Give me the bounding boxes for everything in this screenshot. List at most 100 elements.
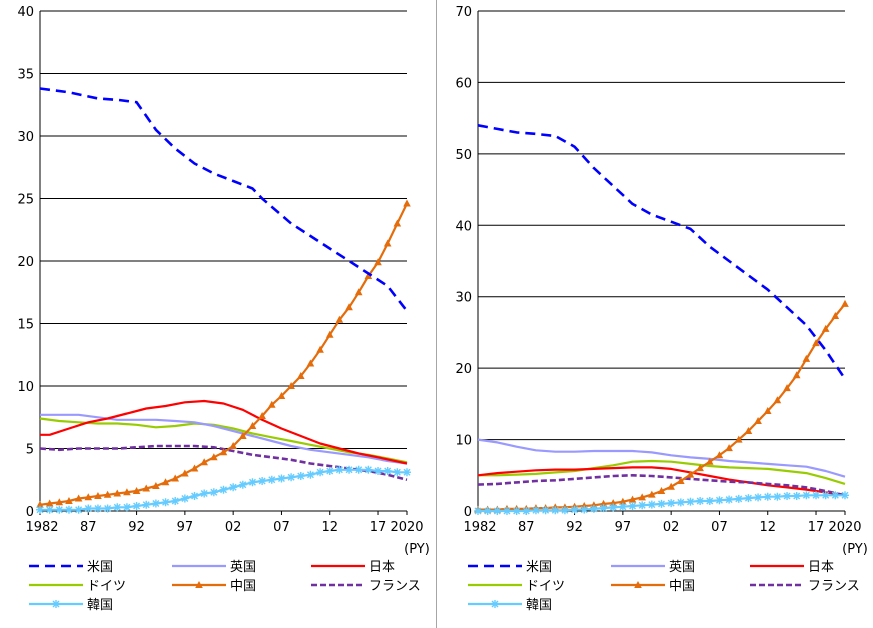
data-point (763, 492, 772, 501)
data-point (725, 495, 734, 504)
legend-label: 韓国 (87, 598, 113, 613)
series-2 (40, 399, 408, 465)
data-point (277, 392, 286, 399)
x-tick-label: 17 (808, 520, 825, 535)
data-point (287, 473, 296, 482)
x-tick-label: 92 (128, 520, 145, 535)
legend-item: 日本 (750, 560, 834, 575)
data-point (705, 497, 714, 505)
data-point (345, 303, 353, 311)
x-tick-label: 92 (566, 520, 583, 535)
data-point (734, 494, 743, 503)
data-point (74, 505, 83, 514)
data-point (64, 505, 73, 514)
data-point (589, 504, 598, 513)
legend-label: 日本 (808, 560, 834, 575)
data-point (551, 506, 560, 515)
data-point (267, 400, 276, 408)
x-tick-label: 07 (711, 520, 728, 535)
series-line (40, 413, 408, 465)
data-point (493, 507, 502, 515)
data-point (841, 299, 849, 307)
y-tick-label: 40 (17, 5, 34, 20)
data-point (36, 505, 44, 514)
y-tick-label: 20 (17, 255, 34, 270)
data-point (715, 496, 724, 505)
y-tick-label: 25 (17, 193, 34, 208)
data-point (277, 474, 286, 483)
data-point (609, 499, 618, 507)
x-tick-label: 1982 (463, 520, 496, 535)
legend-marker (634, 581, 642, 588)
data-point (754, 417, 762, 424)
legend-label: 中国 (669, 579, 695, 594)
data-point (763, 407, 772, 414)
data-point (287, 382, 295, 389)
data-point (45, 499, 54, 507)
series-line (478, 459, 846, 485)
legend-item: 韓国 (29, 598, 113, 613)
data-point (831, 312, 840, 319)
data-point (93, 504, 102, 513)
data-point (734, 435, 743, 443)
data-point (705, 457, 714, 465)
data-point (383, 467, 392, 475)
data-point (345, 465, 354, 474)
data-point (512, 507, 521, 515)
legend-item: 韓国 (468, 598, 552, 613)
series-1 (477, 438, 846, 478)
data-point (792, 371, 801, 379)
data-point (783, 384, 791, 392)
data-point (560, 506, 569, 515)
data-point (841, 491, 849, 500)
x-tick-label: 97 (615, 520, 632, 535)
data-point (696, 464, 704, 472)
data-point (219, 448, 228, 456)
data-point (316, 468, 325, 477)
data-point (802, 354, 811, 362)
data-point (657, 499, 666, 508)
y-tick-label: 40 (455, 219, 472, 234)
data-point (812, 491, 821, 500)
data-point (248, 422, 257, 429)
y-tick-label: 30 (17, 130, 34, 145)
series-line (477, 124, 847, 380)
data-point (609, 503, 618, 512)
data-point (229, 483, 238, 492)
series-line (478, 303, 846, 511)
y-tick-label: 10 (17, 380, 34, 395)
data-point (686, 470, 695, 478)
data-point (676, 498, 685, 507)
x-unit-label: (PY) (404, 542, 430, 557)
data-point (325, 467, 334, 475)
data-point (802, 491, 811, 500)
data-point (123, 488, 131, 496)
legend-label: 韓国 (526, 598, 552, 613)
data-point (744, 494, 753, 503)
data-point (335, 315, 344, 323)
data-point (715, 451, 724, 459)
data-point (190, 464, 199, 472)
data-point (502, 507, 511, 515)
data-point (142, 484, 151, 492)
data-point (113, 503, 122, 512)
legend-item: 日本 (311, 560, 395, 575)
data-point (354, 465, 363, 474)
data-point (180, 494, 189, 503)
data-point (122, 503, 131, 512)
data-point (316, 345, 324, 353)
data-point (570, 505, 579, 514)
legend-label: ドイツ (526, 579, 565, 594)
legend-item: フランス (311, 579, 421, 594)
legend-label: 米国 (526, 560, 552, 575)
data-point (151, 499, 160, 508)
data-point (474, 507, 482, 515)
data-point (152, 482, 160, 489)
x-tick-label: 07 (273, 520, 290, 535)
legend-label: フランス (369, 579, 421, 594)
data-point (296, 372, 305, 379)
x-tick-label: 02 (663, 520, 680, 535)
data-point (258, 412, 266, 419)
data-point (190, 492, 199, 500)
